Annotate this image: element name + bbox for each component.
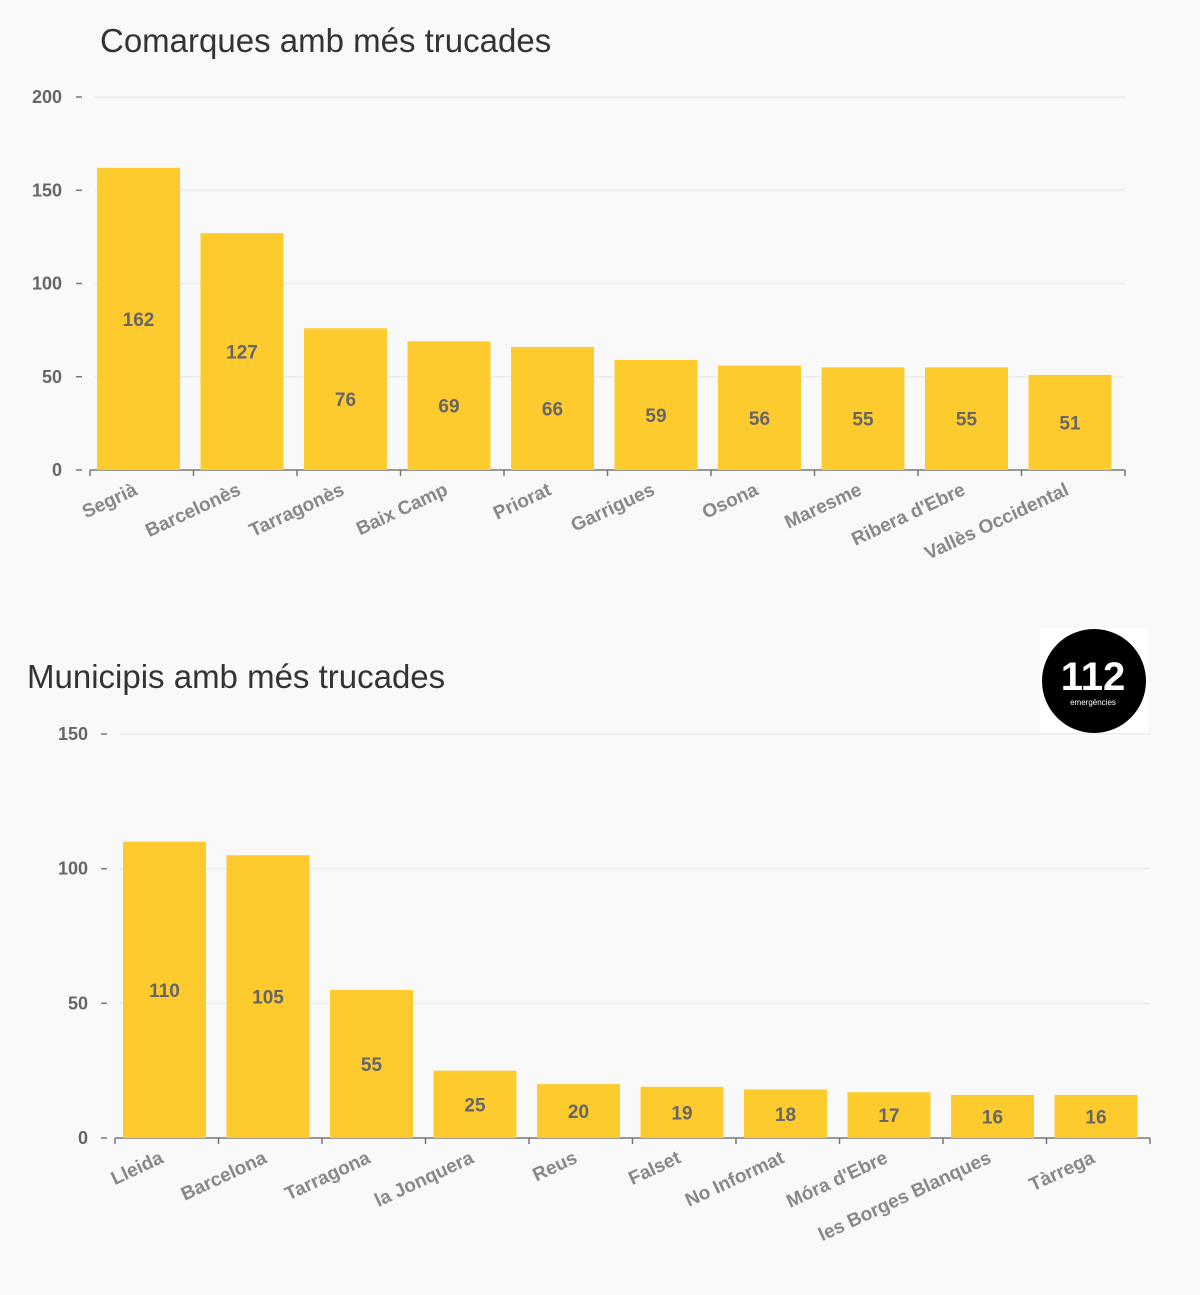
data-label: 66 bbox=[542, 399, 563, 420]
logo-112: 112 emergències bbox=[1040, 628, 1148, 736]
data-label: 19 bbox=[671, 1103, 692, 1124]
bar bbox=[925, 367, 1008, 470]
data-label: 25 bbox=[464, 1095, 486, 1116]
data-label: 162 bbox=[123, 310, 155, 331]
x-tick-label: Reus bbox=[530, 1147, 581, 1186]
data-label: 127 bbox=[226, 343, 258, 364]
bar bbox=[304, 328, 387, 470]
bar bbox=[614, 359, 698, 470]
bar bbox=[97, 167, 180, 470]
bar bbox=[1054, 1094, 1138, 1138]
x-tick-label: Lleida bbox=[108, 1147, 167, 1189]
data-label: 20 bbox=[568, 1102, 589, 1123]
y-tick-label: 200 bbox=[32, 87, 62, 107]
data-label: 56 bbox=[749, 409, 770, 430]
x-tick-label: Tarragona bbox=[282, 1147, 374, 1205]
data-label: 76 bbox=[335, 390, 356, 411]
x-tick-label: la Jonquera bbox=[372, 1147, 478, 1211]
y-tick-label: 50 bbox=[68, 993, 88, 1013]
data-label: 17 bbox=[878, 1106, 899, 1127]
x-tick-label: Priorat bbox=[490, 479, 555, 524]
x-tick-label: Barcelona bbox=[178, 1147, 271, 1205]
logo-text: emergències bbox=[1070, 698, 1116, 707]
bar bbox=[951, 1094, 1034, 1138]
bar bbox=[511, 346, 594, 470]
y-tick-label: 100 bbox=[32, 274, 62, 294]
data-label: 69 bbox=[438, 397, 459, 418]
bar bbox=[407, 341, 491, 470]
x-tick-label: les Borges Blanques bbox=[815, 1147, 994, 1245]
bar bbox=[640, 1086, 724, 1138]
bar bbox=[847, 1092, 931, 1138]
bar bbox=[718, 365, 801, 470]
bar bbox=[744, 1089, 827, 1138]
x-tick-label: Osona bbox=[699, 479, 762, 523]
data-label: 16 bbox=[982, 1107, 1003, 1128]
y-tick-label: 0 bbox=[52, 460, 62, 480]
x-tick-label: Tàrrega bbox=[1026, 1147, 1098, 1196]
bar bbox=[537, 1084, 620, 1138]
y-tick-label: 150 bbox=[58, 724, 88, 744]
chart-title-comarques: Comarques amb més trucades bbox=[100, 22, 551, 59]
x-tick-label: Barcelonès bbox=[142, 479, 244, 541]
x-tick-label: Baix Camp bbox=[353, 479, 451, 540]
data-label: 16 bbox=[1085, 1107, 1106, 1128]
chart-title-municipis: Municipis amb més trucades bbox=[27, 658, 445, 695]
data-label: 59 bbox=[645, 406, 666, 427]
data-label: 51 bbox=[1059, 413, 1081, 434]
bar bbox=[1028, 374, 1112, 470]
x-tick-label: No Informat bbox=[682, 1147, 788, 1211]
y-tick-label: 50 bbox=[42, 367, 62, 387]
y-tick-label: 100 bbox=[58, 859, 88, 879]
bar bbox=[330, 989, 413, 1138]
x-tick-label: Falset bbox=[625, 1147, 684, 1190]
data-label: 55 bbox=[852, 410, 874, 431]
data-label: 55 bbox=[956, 410, 978, 431]
x-tick-label: Segrià bbox=[79, 479, 141, 523]
y-tick-label: 150 bbox=[32, 180, 62, 200]
data-label: 55 bbox=[361, 1055, 383, 1076]
x-tick-label: Tarragonès bbox=[246, 479, 347, 541]
bar bbox=[226, 855, 310, 1138]
data-label: 105 bbox=[252, 988, 284, 1009]
x-tick-label: Maresme bbox=[782, 479, 866, 533]
logo-number: 112 bbox=[1061, 655, 1126, 699]
bar bbox=[433, 1070, 517, 1138]
data-label: 18 bbox=[775, 1105, 796, 1126]
data-label: 110 bbox=[149, 981, 180, 1002]
y-tick-label: 0 bbox=[78, 1128, 88, 1148]
bar bbox=[821, 367, 905, 470]
bar bbox=[123, 841, 206, 1138]
bar bbox=[200, 233, 284, 470]
x-tick-label: Garrigues bbox=[568, 479, 658, 536]
